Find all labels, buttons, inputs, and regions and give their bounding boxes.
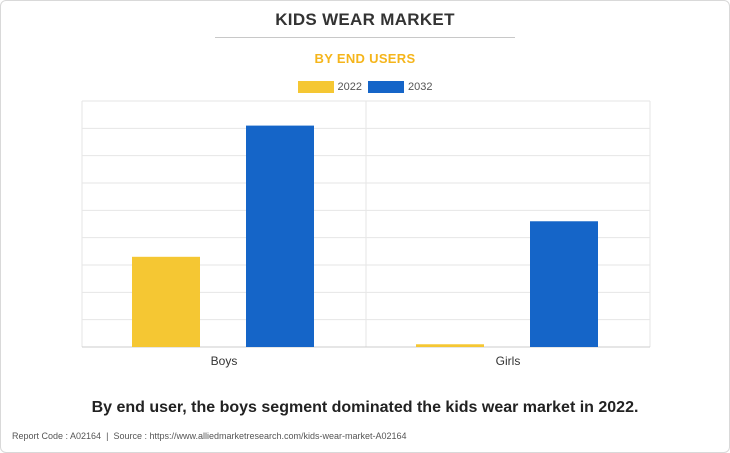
chart-caption: By end user, the boys segment dominated … (91, 399, 639, 416)
legend-label-2032: 2032 (408, 81, 433, 93)
bar-2032-girls (530, 221, 598, 347)
footer-separator: | (106, 431, 109, 441)
chart-subtitle: BY END USERS (314, 51, 416, 66)
legend: 2022 2032 (0, 80, 730, 94)
bar-2022-girls (416, 344, 484, 347)
report-footer: Report Code : A02164 | Source : https://… (12, 431, 407, 441)
title-divider (215, 37, 515, 38)
source-link[interactable]: Source : https://www.alliedmarketresearc… (113, 431, 407, 441)
legend-label-2022: 2022 (337, 81, 362, 93)
legend-item-2032[interactable]: 2032 (368, 81, 432, 93)
x-tick-label-girls: Girls (496, 354, 521, 368)
report-code: Report Code : A02164 (12, 431, 102, 441)
bar-2022-boys (132, 256, 200, 347)
legend-item-2022[interactable]: 2022 (297, 81, 362, 93)
legend-swatch-2022 (297, 81, 334, 93)
chart-title: KIDS WEAR MARKET (275, 10, 455, 29)
legend-swatch-2032 (368, 81, 404, 93)
x-tick-label-boys: Boys (211, 354, 238, 368)
bar-2032-boys (246, 125, 314, 347)
